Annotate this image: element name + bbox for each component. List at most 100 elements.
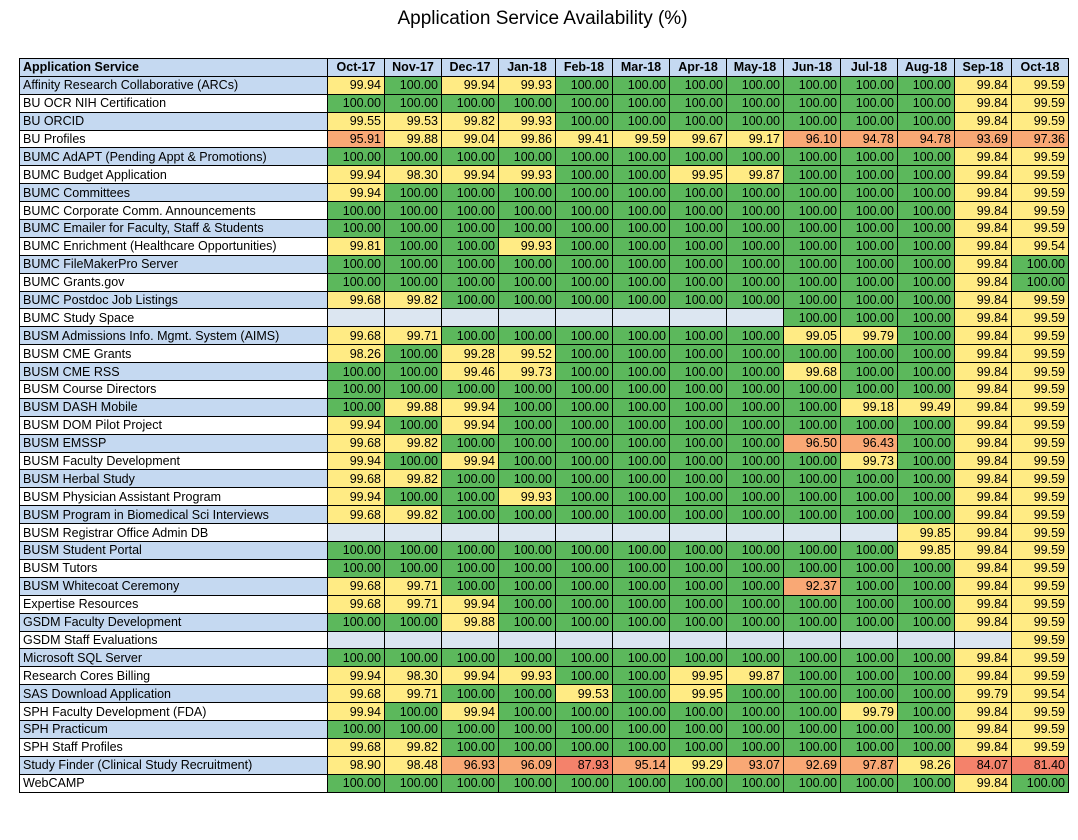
availability-cell: 100.00	[669, 594, 727, 614]
availability-cell: 100.00	[441, 380, 499, 399]
availability-cell: 99.59	[1011, 290, 1069, 310]
availability-cell: 100.00	[897, 290, 955, 310]
availability-cell: 99.59	[1011, 487, 1069, 507]
availability-cell: 100.00	[555, 290, 613, 310]
availability-cell: 99.94	[441, 451, 499, 471]
availability-cell: 100.00	[498, 469, 556, 489]
availability-cell: 100.00	[612, 648, 670, 668]
header-month: Jul-18	[840, 58, 898, 77]
availability-cell: 100.00	[555, 236, 613, 256]
availability-cell: 99.68	[327, 290, 385, 310]
table-row: BUSM Program in Biomedical Sci Interview…	[19, 505, 1069, 525]
availability-cell: 100.00	[840, 558, 898, 578]
availability-cell: 99.29	[669, 755, 727, 775]
service-name-cell: BUSM EMSSP	[19, 433, 328, 453]
service-name-cell: GSDM Staff Evaluations	[19, 630, 328, 650]
availability-cell: 100.00	[555, 254, 613, 274]
availability-cell: 100.00	[783, 254, 841, 274]
table-row: BUSM Herbal Study 99.68 99.82 100.00 100.00 1…	[19, 469, 1069, 489]
availability-cell: 99.88	[441, 612, 499, 632]
availability-cell: 100.00	[897, 308, 955, 328]
availability-cell	[384, 308, 442, 328]
table-row: BU OCR NIH Certification 100.00 100.00 100.…	[19, 93, 1069, 113]
availability-cell: 100.00	[840, 344, 898, 364]
service-name-cell: GSDM Faculty Development	[19, 612, 328, 632]
availability-cell: 100.00	[726, 147, 784, 167]
availability-cell: 99.93	[498, 165, 556, 185]
availability-cell: 100.00	[840, 93, 898, 113]
availability-cell: 99.68	[327, 326, 385, 346]
availability-cell: 99.59	[1011, 147, 1069, 167]
availability-cell: 99.84	[954, 111, 1012, 131]
availability-cell: 99.84	[954, 433, 1012, 453]
availability-cell: 99.84	[954, 397, 1012, 417]
availability-cell: 100.00	[384, 183, 442, 203]
availability-cell: 100.00	[327, 93, 385, 113]
availability-cell: 100.00	[327, 612, 385, 632]
availability-cell: 100.00	[498, 397, 556, 417]
availability-cell: 100.00	[897, 558, 955, 578]
availability-cell: 100.00	[783, 415, 841, 435]
availability-cell: 100.00	[384, 719, 442, 739]
availability-cell: 100.00	[783, 451, 841, 471]
availability-cell: 100.00	[327, 272, 385, 292]
availability-cell: 99.84	[954, 505, 1012, 525]
availability-cell: 99.59	[1011, 75, 1069, 95]
availability-cell: 100.00	[726, 183, 784, 203]
availability-cell: 100.00	[726, 326, 784, 346]
availability-cell: 100.00	[726, 254, 784, 274]
availability-cell: 100.00	[384, 558, 442, 578]
availability-cell: 100.00	[612, 397, 670, 417]
availability-cell: 100.00	[498, 576, 556, 596]
availability-cell: 100.00	[840, 147, 898, 167]
service-name-cell: Expertise Resources	[19, 594, 328, 614]
availability-cell: 100.00	[612, 362, 670, 382]
availability-cell: 98.30	[384, 165, 442, 185]
service-name-cell: BUMC Enrichment (Healthcare Opportunitie…	[19, 236, 328, 256]
availability-cell: 100.00	[555, 397, 613, 417]
availability-cell: 100.00	[555, 612, 613, 632]
availability-cell: 99.87	[726, 666, 784, 686]
availability-cell: 100.00	[612, 505, 670, 525]
availability-cell: 100.00	[897, 594, 955, 614]
availability-cell: 100.00	[897, 433, 955, 453]
availability-cell: 100.00	[840, 308, 898, 328]
availability-cell: 100.00	[384, 147, 442, 167]
availability-cell: 99.85	[897, 523, 955, 543]
availability-cell: 100.00	[726, 558, 784, 578]
header-month: Mar-18	[612, 58, 670, 77]
table-row: BUMC Grants.gov 100.00 100.00 100.00 100.00 1…	[19, 272, 1069, 292]
service-name-cell: SAS Download Application	[19, 684, 328, 704]
availability-cell: 100.00	[783, 737, 841, 757]
availability-cell	[441, 630, 499, 650]
availability-cell: 99.93	[498, 666, 556, 686]
availability-cell: 99.94	[327, 451, 385, 471]
availability-cell: 99.68	[327, 737, 385, 757]
availability-cell: 99.95	[669, 684, 727, 704]
availability-cell: 99.82	[441, 111, 499, 131]
availability-cell: 99.46	[441, 362, 499, 382]
availability-cell: 99.86	[498, 129, 556, 149]
availability-cell: 100.00	[669, 290, 727, 310]
availability-cell: 100.00	[612, 111, 670, 131]
availability-cell: 100.00	[498, 93, 556, 113]
service-name-cell: BUMC Grants.gov	[19, 272, 328, 292]
availability-cell: 100.00	[726, 487, 784, 507]
availability-cell: 94.78	[840, 129, 898, 149]
availability-cell: 100.00	[726, 201, 784, 221]
table-row: BUSM Registrar Office Admin DB 99.85 99.84…	[19, 523, 1069, 543]
availability-cell: 100.00	[441, 183, 499, 203]
availability-cell: 99.94	[441, 397, 499, 417]
availability-cell: 100.00	[783, 469, 841, 489]
availability-cell: 99.59	[1011, 362, 1069, 382]
availability-cell: 96.93	[441, 755, 499, 775]
availability-cell: 100.00	[726, 75, 784, 95]
availability-cell: 100.00	[897, 236, 955, 256]
availability-cell: 99.94	[441, 75, 499, 95]
availability-cell	[498, 523, 556, 543]
availability-cell: 99.59	[1011, 183, 1069, 203]
availability-cell: 100.00	[555, 648, 613, 668]
availability-cell: 99.59	[1011, 219, 1069, 238]
table-row: BUSM DASH Mobile 100.00 99.88 99.94 100.00 10…	[19, 397, 1069, 417]
header-application-service: Application Service	[19, 58, 328, 77]
